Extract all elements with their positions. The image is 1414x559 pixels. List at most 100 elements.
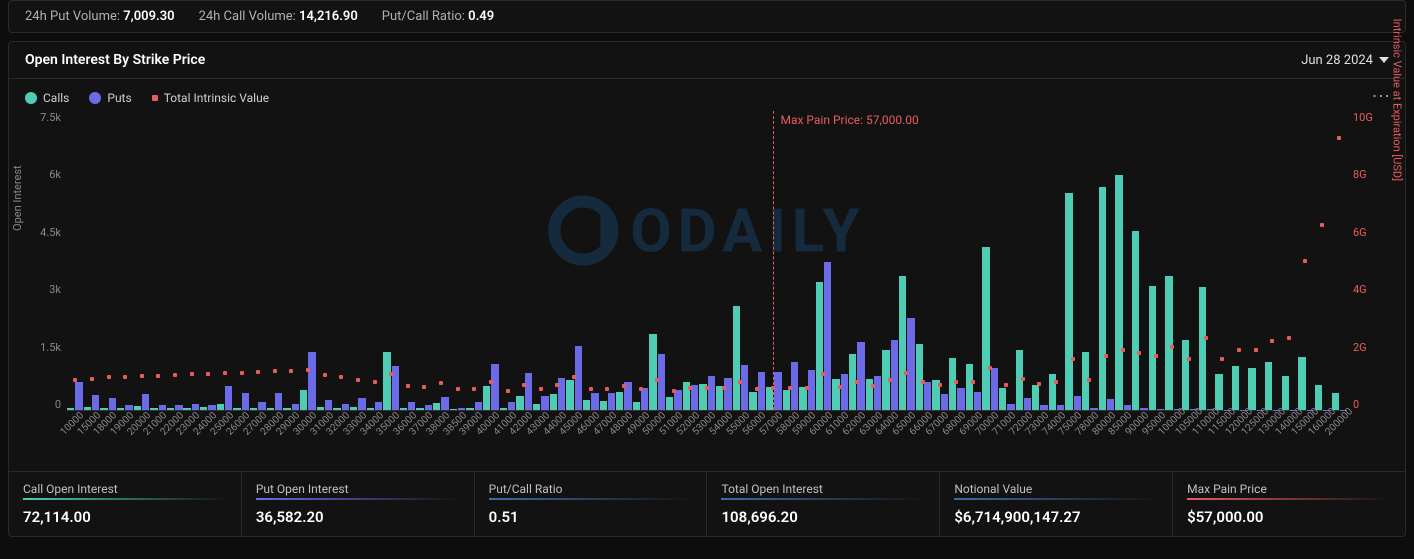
bar-group[interactable] — [849, 111, 865, 410]
intrinsic-dot — [539, 387, 543, 391]
bar-group[interactable] — [1032, 111, 1048, 410]
bar-group[interactable] — [1199, 111, 1215, 410]
more-icon[interactable]: ⋮ — [1371, 87, 1389, 105]
bar-group[interactable] — [799, 111, 815, 410]
bar-group[interactable] — [67, 111, 83, 410]
bar-group[interactable] — [1232, 111, 1248, 410]
bar-group[interactable] — [1082, 111, 1098, 410]
intrinsic-dot — [306, 368, 310, 372]
bar-group[interactable] — [899, 111, 915, 410]
bar-group[interactable] — [982, 111, 998, 410]
bar-group[interactable] — [283, 111, 299, 410]
bar-group[interactable] — [949, 111, 965, 410]
bar-group[interactable] — [100, 111, 116, 410]
bar-group[interactable] — [134, 111, 150, 410]
put-bar — [408, 402, 415, 410]
bar-group[interactable] — [866, 111, 882, 410]
bar-group[interactable] — [1248, 111, 1264, 410]
bar-group[interactable] — [783, 111, 799, 410]
bar-group[interactable] — [1065, 111, 1081, 410]
bar-group[interactable] — [999, 111, 1015, 410]
bar-group[interactable] — [433, 111, 449, 410]
bar-group[interactable] — [733, 111, 749, 410]
put-bar — [891, 340, 898, 410]
bar-group[interactable] — [516, 111, 532, 410]
bar-group[interactable] — [416, 111, 432, 410]
y-right-tick: 0 — [1353, 398, 1359, 411]
bar-group[interactable] — [882, 111, 898, 410]
bar-group[interactable] — [1115, 111, 1131, 410]
bar-group[interactable] — [167, 111, 183, 410]
put-bar — [857, 342, 864, 410]
bar-group[interactable] — [183, 111, 199, 410]
bar-group[interactable] — [583, 111, 599, 410]
bar-group[interactable] — [200, 111, 216, 410]
legend-calls[interactable]: Calls — [25, 91, 69, 105]
put-bar — [658, 354, 665, 410]
bar-group[interactable] — [233, 111, 249, 410]
bar-group[interactable] — [1182, 111, 1198, 410]
bar-group[interactable] — [616, 111, 632, 410]
bar-group[interactable] — [699, 111, 715, 410]
bar-group[interactable] — [749, 111, 765, 410]
legend-intrinsic[interactable]: Total Intrinsic Value — [152, 91, 269, 105]
bar-group[interactable] — [649, 111, 665, 410]
bar-group[interactable] — [683, 111, 699, 410]
bar-group[interactable] — [716, 111, 732, 410]
bar-group[interactable] — [117, 111, 133, 410]
bar-group[interactable] — [1332, 111, 1348, 410]
bar-group[interactable] — [250, 111, 266, 410]
bar-group[interactable] — [633, 111, 649, 410]
bar-group[interactable] — [1215, 111, 1231, 410]
bar-group[interactable] — [267, 111, 283, 410]
bar-group[interactable] — [1016, 111, 1032, 410]
call-bar — [799, 387, 806, 410]
legend-puts[interactable]: Puts — [89, 91, 131, 105]
bar-group[interactable] — [483, 111, 499, 410]
bar-group[interactable] — [450, 111, 466, 410]
bar-group[interactable] — [1165, 111, 1181, 410]
call-bar — [300, 390, 307, 410]
bar-group[interactable] — [466, 111, 482, 410]
bar-group[interactable] — [217, 111, 233, 410]
bar-group[interactable] — [317, 111, 333, 410]
bar-group[interactable] — [1049, 111, 1065, 410]
bar-group[interactable] — [1265, 111, 1281, 410]
bar-group[interactable] — [400, 111, 416, 410]
put-bar — [774, 372, 781, 410]
bar-group[interactable] — [533, 111, 549, 410]
bar-group[interactable] — [333, 111, 349, 410]
y-left-label: Open Interest — [11, 165, 24, 231]
bar-group[interactable] — [666, 111, 682, 410]
bar-group[interactable] — [832, 111, 848, 410]
bar-group[interactable] — [1282, 111, 1298, 410]
intrinsic-dot — [522, 383, 526, 387]
bar-group[interactable] — [1132, 111, 1148, 410]
bar-group[interactable] — [1149, 111, 1165, 410]
bar-group[interactable] — [150, 111, 166, 410]
bar-group[interactable] — [367, 111, 383, 410]
bar-group[interactable] — [916, 111, 932, 410]
bar-group[interactable] — [932, 111, 948, 410]
intrinsic-dot — [605, 387, 609, 391]
bar-group[interactable] — [383, 111, 399, 410]
date-selector[interactable]: Jun 28 2024 — [1301, 53, 1389, 68]
intrinsic-dot — [456, 387, 460, 391]
call-bar — [966, 364, 973, 410]
bar-group[interactable] — [600, 111, 616, 410]
bar-group[interactable] — [1099, 111, 1115, 410]
intrinsic-dot — [722, 386, 726, 390]
bar-group[interactable] — [966, 111, 982, 410]
bar-group[interactable] — [84, 111, 100, 410]
bar-group[interactable] — [350, 111, 366, 410]
put-bar — [674, 390, 681, 410]
bar-group[interactable] — [1315, 111, 1331, 410]
bar-group[interactable] — [500, 111, 516, 410]
call-bar — [666, 397, 673, 410]
call-bar — [317, 407, 324, 410]
bar-group[interactable] — [816, 111, 832, 410]
bar-group[interactable] — [550, 111, 566, 410]
bar-group[interactable] — [300, 111, 316, 410]
bar-group[interactable] — [566, 111, 582, 410]
intrinsic-dot — [655, 378, 659, 382]
